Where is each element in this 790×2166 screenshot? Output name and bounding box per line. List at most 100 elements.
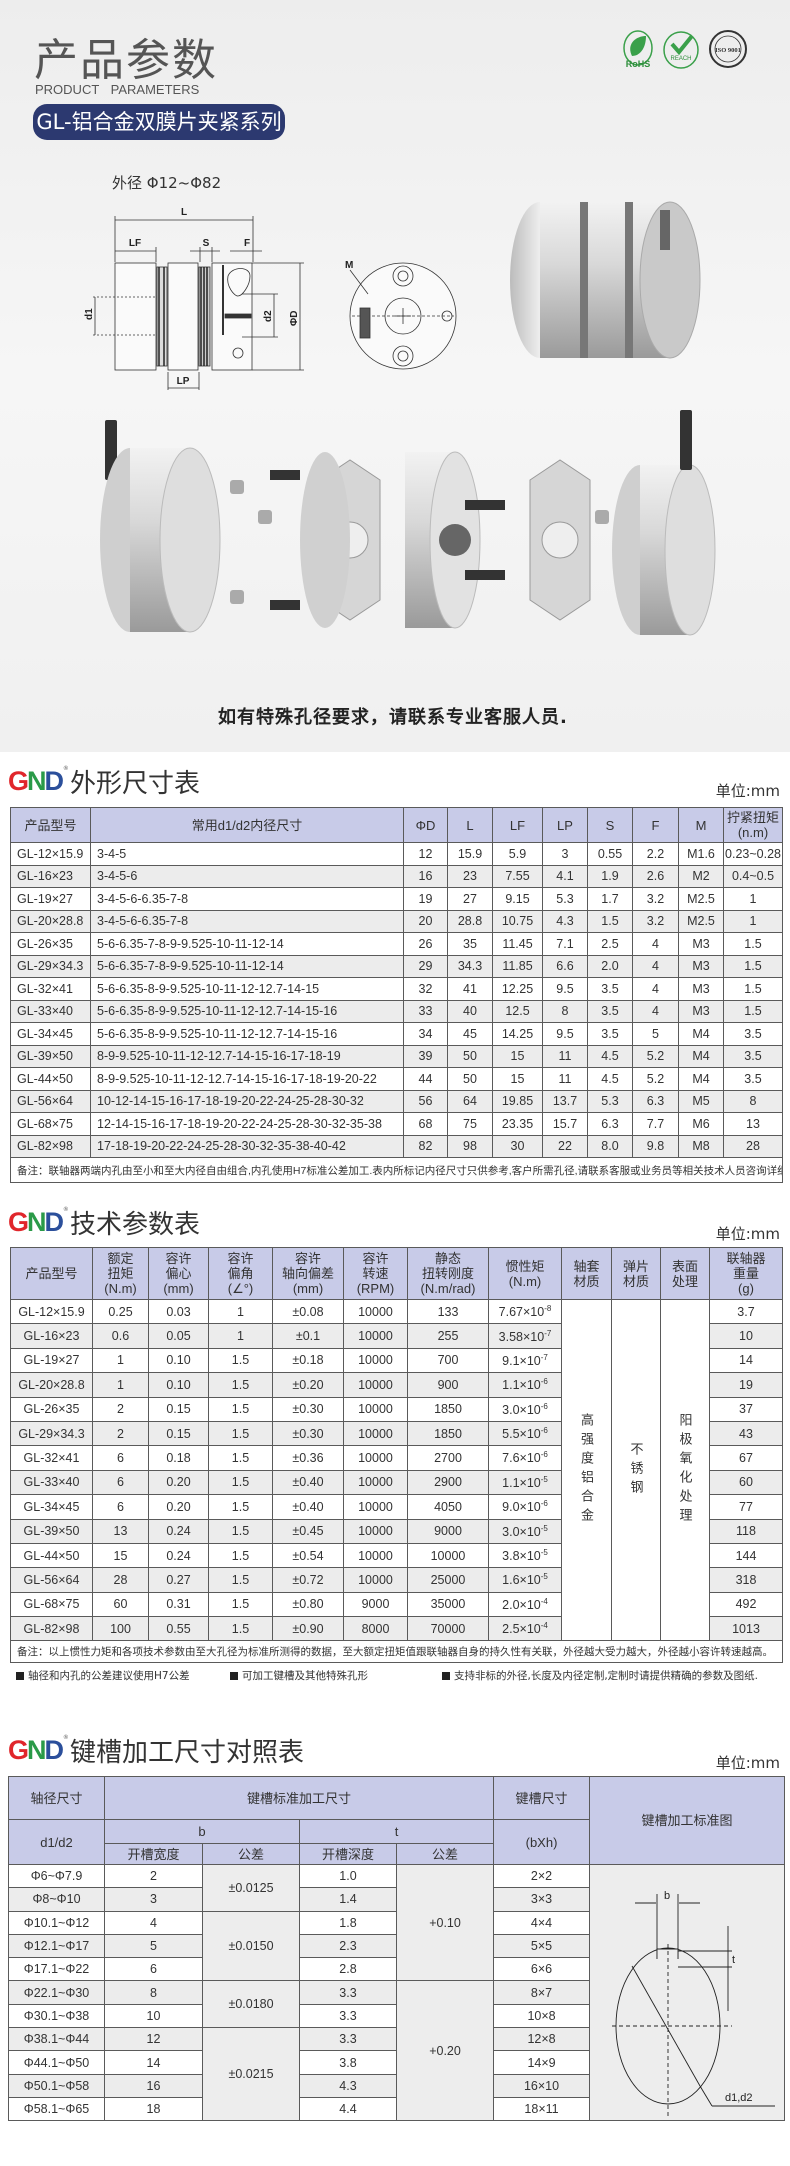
table-row: GL-16×23 0.6 0.05 1 ±0.1 10000 255 3.58×10-7 10 bbox=[10, 1323, 783, 1349]
inertia-exponent: -6 bbox=[540, 1377, 548, 1387]
unit-label: 单位:mm bbox=[715, 782, 780, 800]
slot-depth-cell: 3.3 bbox=[299, 2003, 397, 2029]
weight-cell: 77 bbox=[709, 1494, 783, 1520]
value-cell: 4 bbox=[632, 954, 679, 978]
rpm-cell: 9000 bbox=[343, 1591, 408, 1618]
stiffness-cell: 4050 bbox=[407, 1494, 489, 1520]
column-header: 容许 转速 (RPM) bbox=[343, 1247, 408, 1300]
dimension-section-header: GND ® 外形尺寸表 bbox=[8, 764, 200, 799]
value-cell: M5 bbox=[678, 1089, 724, 1113]
value-cell: M2.5 bbox=[678, 909, 724, 933]
tech-section-header: GND ® 技术参数表 bbox=[8, 1205, 200, 1240]
value-cell: 8.0 bbox=[587, 1134, 633, 1158]
note-row: 备注：以上惯性力矩和各项技术参数由至大孔径为标准所测得的数据，至大额定扭矩值跟联… bbox=[10, 1640, 783, 1664]
model-cell: GL-20×28.8 bbox=[10, 909, 91, 933]
header-d: d1/d2 bbox=[8, 1819, 105, 1865]
column-header: L bbox=[447, 807, 493, 843]
model-cell: GL-12×15.9 bbox=[10, 1298, 93, 1325]
rpm-cell: 10000 bbox=[343, 1518, 408, 1544]
value-cell: 1.5 bbox=[723, 932, 783, 956]
custom-note: 支持非标的外径,长度及内径定制,定制时请提供精确的参数及图纸. bbox=[442, 1668, 758, 1683]
special-bore-caption: 如有特殊孔径要求，请联系专业客服人员. bbox=[218, 707, 568, 728]
stiffness-cell: 133 bbox=[407, 1298, 489, 1325]
slot-depth-cell: 2.8 bbox=[299, 1957, 397, 1982]
inertia-exponent: -6 bbox=[540, 1499, 548, 1509]
slot-depth-cell: 4.3 bbox=[299, 2073, 397, 2098]
angle-cell: 1.5 bbox=[208, 1469, 273, 1496]
inertia-mantissa: 1.1×10 bbox=[502, 1378, 541, 1393]
value-cell: 15 bbox=[492, 1067, 543, 1091]
inertia-cell: 7.67×10-8 bbox=[488, 1298, 562, 1325]
shaft-range-cell: Φ8~Φ10 bbox=[8, 1887, 105, 1912]
value-cell: 75 bbox=[447, 1112, 493, 1136]
inertia-exponent: -4 bbox=[540, 1596, 548, 1606]
value-cell: 22 bbox=[542, 1134, 588, 1158]
inertia-mantissa: 9.0×10 bbox=[502, 1500, 541, 1515]
value-cell: 1.9 bbox=[587, 864, 633, 888]
value-cell: 4 bbox=[632, 932, 679, 956]
value-cell: 3.5 bbox=[587, 977, 633, 1001]
rpm-cell: 10000 bbox=[343, 1469, 408, 1496]
value-cell: 15.9 bbox=[447, 842, 493, 866]
stiffness-cell: 2700 bbox=[407, 1445, 489, 1471]
stiffness-cell: 35000 bbox=[407, 1591, 489, 1618]
inertia-cell: 3.8×10-5 bbox=[488, 1542, 562, 1569]
value-cell: 0.4~0.5 bbox=[723, 864, 783, 888]
value-cell: 9.5 bbox=[542, 1022, 588, 1046]
table-row: GL-33×40 5-6-6.35-8-9-9.525-10-11-12-12.7… bbox=[10, 999, 783, 1023]
bore-sizes-cell: 12-14-15-16-17-18-19-20-22-24-25-28-30-3… bbox=[90, 1112, 404, 1136]
torque-cell: 15 bbox=[92, 1542, 149, 1569]
model-cell: GL-82×98 bbox=[10, 1134, 91, 1158]
value-cell: 2.6 bbox=[632, 864, 679, 888]
weight-cell: 10 bbox=[709, 1323, 783, 1349]
slot-depth-cell: 3.8 bbox=[299, 2050, 397, 2075]
inertia-exponent: -4 bbox=[540, 1621, 548, 1631]
column-header: 联轴器 重量 (g) bbox=[709, 1247, 783, 1300]
model-cell: GL-16×23 bbox=[10, 864, 91, 888]
table-row: GL-32×41 6 0.18 1.5 ±0.36 10000 2700 7.6×10-6 67 bbox=[10, 1445, 783, 1471]
value-cell: 5.3 bbox=[587, 1089, 633, 1113]
rpm-cell: 10000 bbox=[343, 1420, 408, 1447]
slot-depth-cell: 1.4 bbox=[299, 1887, 397, 1912]
model-cell: GL-68×75 bbox=[10, 1591, 93, 1618]
value-cell: 5.3 bbox=[542, 887, 588, 911]
table-row: GL-82×98 100 0.55 1.5 ±0.90 8000 70000 2.5×10-4… bbox=[10, 1616, 783, 1642]
table-row: GL-68×75 60 0.31 1.5 ±0.80 9000 35000 2.0×10-4 4… bbox=[10, 1591, 783, 1618]
torque-cell: 6 bbox=[92, 1494, 149, 1520]
tolerance-note: 轴径和内孔的公差建议使用H7公差 bbox=[16, 1668, 190, 1683]
svg-text:b: b bbox=[664, 1890, 670, 1902]
svg-text:REACH: REACH bbox=[670, 56, 691, 62]
table-row: GL-39×50 8-9-9.525-10-11-12-12.7-14-15-16… bbox=[10, 1044, 783, 1068]
value-cell: 7.1 bbox=[542, 932, 588, 956]
header-shaft: 轴径尺寸 bbox=[8, 1776, 105, 1820]
value-cell: 1.7 bbox=[587, 887, 633, 911]
axial-cell: ±0.90 bbox=[272, 1616, 344, 1642]
rpm-cell: 10000 bbox=[343, 1372, 408, 1398]
torque-cell: 1 bbox=[92, 1372, 149, 1398]
value-cell: M3 bbox=[678, 932, 724, 956]
key-size-cell: 18×11 bbox=[493, 2096, 591, 2122]
column-header: 容许 偏角 (∠°) bbox=[208, 1247, 273, 1300]
inertia-mantissa: 3.0×10 bbox=[502, 1402, 541, 1417]
svg-text:LP: LP bbox=[177, 376, 190, 387]
table-row: GL-68×75 12-14-15-16-17-18-19-20-22-24-25… bbox=[10, 1112, 783, 1136]
value-cell: 3.5 bbox=[723, 1067, 783, 1091]
inertia-exponent: -6 bbox=[540, 1426, 548, 1436]
value-cell: 12.25 bbox=[492, 977, 543, 1001]
key-size-cell: 8×7 bbox=[493, 1980, 591, 2005]
value-cell: 27 bbox=[447, 887, 493, 911]
header-tol-b: 公差 bbox=[202, 1843, 300, 1865]
header-diagram: 键槽加工标准图 bbox=[589, 1776, 786, 1865]
angle-cell: 1.5 bbox=[208, 1396, 273, 1422]
eccentric-cell: 0.24 bbox=[148, 1542, 209, 1569]
slot-width-cell: 2 bbox=[104, 1863, 203, 1889]
torque-cell: 1 bbox=[92, 1347, 149, 1374]
value-cell: M6 bbox=[678, 1112, 724, 1136]
weight-cell: 67 bbox=[709, 1445, 783, 1471]
depth-tolerance-cell: +0.10 bbox=[395, 1863, 495, 1982]
gnd-logo: GND ® bbox=[8, 1734, 68, 1765]
stiffness-cell: 9000 bbox=[407, 1518, 489, 1544]
stiffness-cell: 255 bbox=[407, 1323, 489, 1349]
inertia-exponent: -5 bbox=[540, 1572, 548, 1582]
inertia-cell: 1.6×10-5 bbox=[488, 1567, 562, 1593]
